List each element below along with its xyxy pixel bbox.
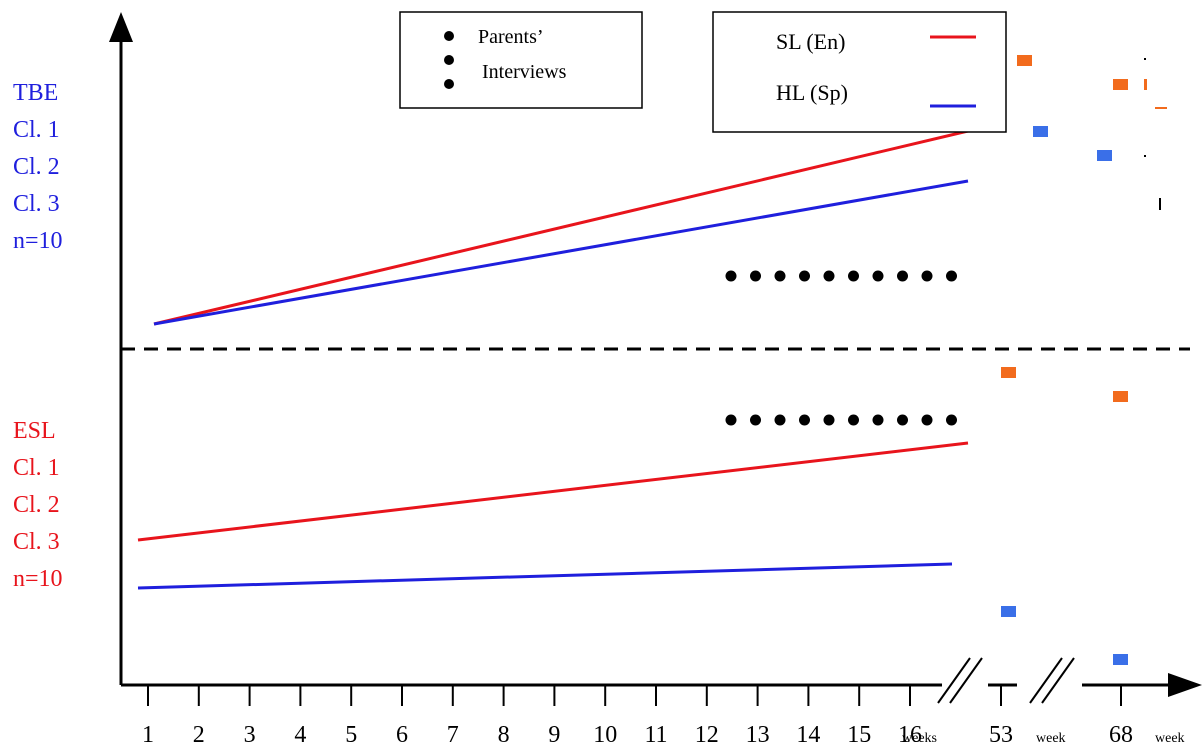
x-tick-label: 10 [593, 722, 617, 748]
interview-dot [823, 414, 835, 426]
x-tick-label: 3 [244, 722, 256, 748]
x-tick-label: 5 [345, 722, 357, 748]
axis-break-1 [937, 657, 983, 704]
interview-dot [774, 270, 786, 282]
interview-dot [897, 270, 908, 282]
edge-fragment [1159, 198, 1161, 210]
esl-label-line: Cl. 1 [13, 455, 60, 481]
legend-dot [444, 79, 454, 89]
x-tick-label: 9 [548, 722, 560, 748]
interview-dots-esl [725, 414, 957, 426]
edge-fragment [1144, 79, 1147, 90]
interviews-legend-line2: Interviews [482, 61, 567, 83]
week-unit-label: week [1155, 731, 1185, 746]
esl-sl-week68-marker [1113, 391, 1128, 402]
tbe-label-line: Cl. 3 [13, 191, 60, 217]
interview-dot [750, 270, 761, 282]
interview-dot [823, 270, 835, 282]
edge-fragment [1144, 155, 1146, 157]
esl-group-label: ESL Cl. 1 Cl. 2 Cl. 3 n=10 [13, 418, 63, 592]
interview-dot [921, 270, 933, 282]
tbe-label-line: TBE [13, 80, 58, 106]
interview-dot [799, 414, 810, 426]
weeks-unit-label: weeks [902, 731, 937, 746]
x-tick-label: 4 [294, 722, 306, 748]
esl-label-line: Cl. 3 [13, 529, 60, 555]
series-legend-box [712, 11, 1007, 133]
tbe-hl-line [153, 179, 969, 326]
tbe-label-line: Cl. 2 [13, 154, 60, 180]
tbe-sl-week53-marker [1017, 55, 1032, 66]
legend-dot [444, 55, 454, 65]
x-tick-label: 2 [193, 722, 205, 748]
x-tick-label: 14 [796, 722, 820, 748]
x-tick-label-late: 53 [989, 722, 1013, 748]
sl-legend-label: SL (En) [776, 29, 845, 54]
edge-fragment [1155, 107, 1167, 109]
interview-dot [725, 270, 737, 282]
interview-dots-tbe [725, 270, 957, 282]
x-tick-label: 6 [396, 722, 408, 748]
x-axis-ticks [147, 685, 1122, 706]
interviews-legend-line1: Parents’ [478, 26, 544, 48]
interview-dot [921, 414, 933, 426]
interview-dot [872, 414, 884, 426]
interview-dot [848, 270, 859, 282]
tbe-hl-week53-marker [1033, 126, 1048, 137]
x-tick-label: 16 [898, 722, 922, 748]
week-unit-label: week [1036, 731, 1066, 746]
edge-fragment [1144, 58, 1146, 60]
x-axis-arrowhead [1168, 673, 1202, 697]
interview-dot [725, 414, 737, 426]
x-tick-label: 13 [746, 722, 770, 748]
esl-sl-week53-marker [1001, 367, 1016, 378]
hl-legend-label: HL (Sp) [776, 80, 848, 105]
x-tick-label: 12 [695, 722, 719, 748]
y-axis-arrowhead [109, 12, 133, 42]
esl-hl-week53-marker [1001, 606, 1016, 617]
tbe-label-line: Cl. 1 [13, 117, 60, 143]
x-tick-label-late: 68 [1109, 722, 1133, 748]
interview-dot [750, 414, 761, 426]
tbe-sl-line [153, 129, 969, 326]
esl-sl-line [137, 441, 969, 542]
esl-label-line: n=10 [13, 566, 63, 592]
axis-break-2 [1029, 657, 1075, 704]
tbe-label-line: n=10 [13, 228, 63, 254]
x-tick-label: 8 [498, 722, 510, 748]
interview-dot [774, 414, 786, 426]
esl-hl-line [137, 562, 953, 590]
x-tick-label: 11 [644, 722, 667, 748]
interview-dot [897, 414, 908, 426]
interview-dot [946, 270, 957, 282]
interview-dot [799, 270, 810, 282]
x-tick-label: 7 [447, 722, 459, 748]
esl-label-line: ESL [13, 418, 56, 444]
esl-hl-week68-marker [1113, 654, 1128, 665]
esl-label-line: Cl. 2 [13, 492, 60, 518]
tbe-sl-week68-marker [1113, 79, 1128, 90]
legend-dot [444, 31, 454, 41]
interview-dot [848, 414, 859, 426]
x-tick-label: 15 [847, 722, 871, 748]
interviews-legend-box [399, 11, 643, 109]
x-tick-label: 1 [142, 722, 154, 748]
tbe-group-label: TBE Cl. 1 Cl. 2 Cl. 3 n=10 [13, 80, 63, 254]
tbe-hl-week68-marker [1097, 150, 1112, 161]
interview-dot [872, 270, 884, 282]
interview-dot [946, 414, 957, 426]
